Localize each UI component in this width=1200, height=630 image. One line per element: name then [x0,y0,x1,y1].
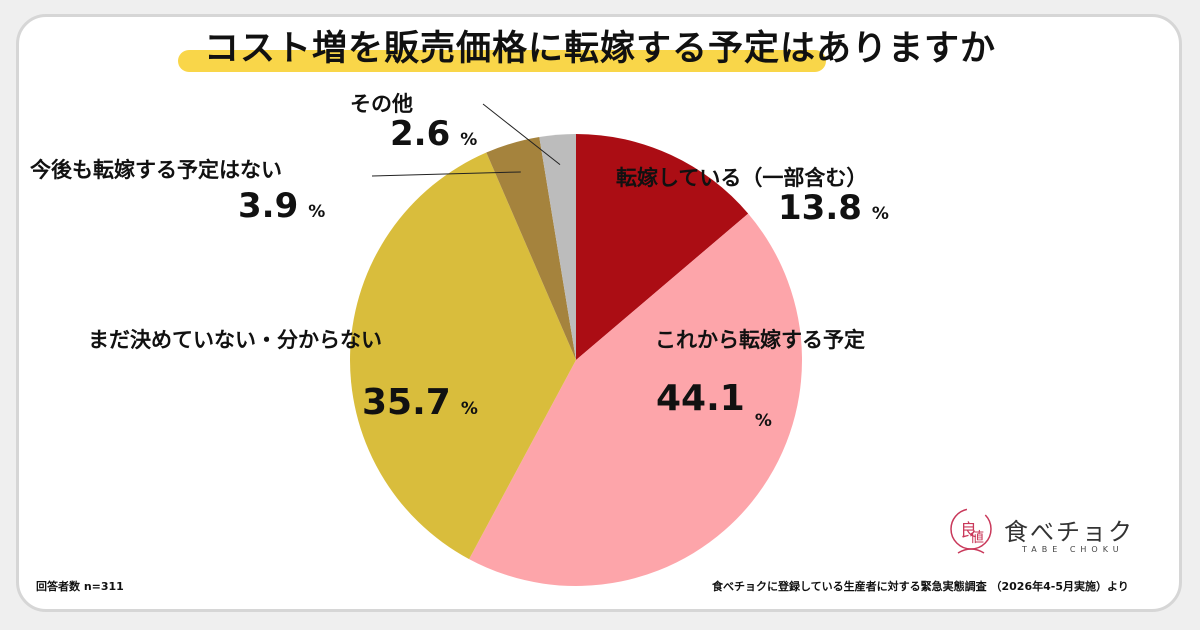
slice-no-plan [486,137,576,360]
unit-planned: % [754,411,772,431]
slice-value-other: 2.6% [390,114,477,154]
slice-planned [469,213,803,587]
slice-undecided [349,152,576,560]
value-other: 2.6 [390,114,451,154]
leader-line-no-plan [371,171,521,177]
unit-undecided: % [460,399,478,419]
svg-text:値: 値 [970,530,984,546]
value-undecided: 35.7 [362,382,451,423]
value-transferred: 13.8 [778,188,862,228]
chart-title: コスト増を販売価格に転嫁する予定はありますか [203,29,996,69]
svg-text:良: 良 [960,521,977,541]
title-wrap: コスト増を販売価格に転嫁する予定はありますか [0,20,1200,71]
slice-value-planned: 44.1% [656,378,772,431]
slice-value-transferred: 13.8% [778,188,889,228]
slice-value-no-plan: 3.9% [238,186,325,226]
slice-label-planned: これから転嫁する予定 [655,328,865,352]
unit-no-plan: % [308,202,326,222]
respondent-count: 回答者数 n=311 [36,580,124,593]
slice-label-undecided: まだ決めていない・分からない [88,328,382,352]
logo-name: 食べチョク [1004,518,1134,546]
value-planned: 44.1 [656,378,745,419]
slice-transferred [576,134,749,360]
unit-other: % [460,130,478,150]
tabechoku-logo-icon: 良 値 [950,508,992,554]
title-highlight [178,50,826,72]
leader-line-other [482,103,561,166]
slice-other [539,134,576,360]
slice-value-undecided: 35.7% [362,382,478,423]
logo-sub: TABE CHOKU [1022,545,1124,554]
value-no-plan: 3.9 [238,186,299,226]
source-note: 食べチョクに登録している生産者に対する緊急実態調査 （2026年4-5月実施）よ… [712,580,1129,593]
slice-label-transferred: 転嫁している（一部含む） [616,166,868,190]
unit-transferred: % [871,204,889,224]
slice-label-other: その他 [350,92,413,116]
slice-label-no-plan: 今後も転嫁する予定はない [30,158,282,182]
